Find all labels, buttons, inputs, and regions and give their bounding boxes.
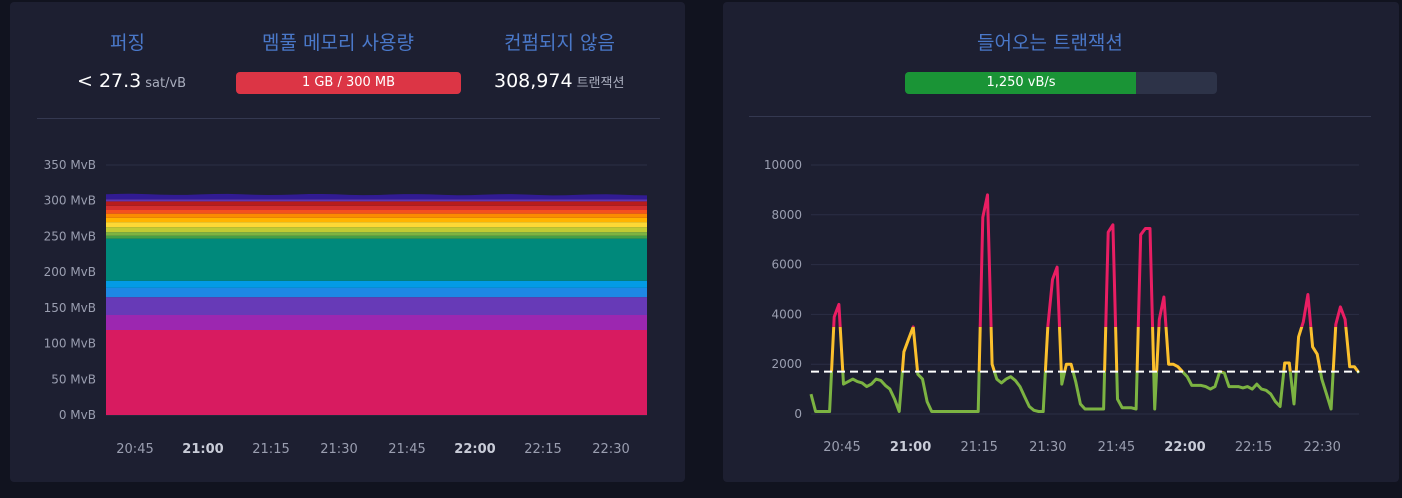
x-tick-label: 22:00 [1164, 440, 1205, 455]
memory-usage-bar: 1 GB / 300 MB [236, 72, 461, 94]
mempool-size-chart: 0 MvB 50 MvB 100 MvB 150 MvB 200 MvB 250 MvB 3… [44, 158, 647, 457]
memory-usage-header: 멤풀 메모리 사용량 [262, 32, 414, 54]
incoming-rate-label: 1,250 vB/s [986, 75, 1056, 90]
purge-unit: sat/vB [145, 76, 187, 91]
y-tick-label: 4000 [771, 307, 802, 321]
area-layer [106, 232, 647, 236]
y-tick-label: 150 MvB [44, 301, 96, 315]
y-tick-label: 6000 [771, 258, 802, 272]
x-tick-label: 21:45 [1098, 440, 1135, 455]
area-layer [106, 213, 647, 218]
y-tick-label: 0 MvB [59, 408, 96, 422]
right-divider [749, 116, 1371, 117]
y-tick-label: 300 MvB [44, 194, 96, 208]
x-tick-label: 20:45 [823, 440, 860, 455]
y-tick-label: 200 MvB [44, 265, 96, 279]
y-tick-label: 8000 [771, 208, 802, 222]
x-tick-label: 21:00 [182, 442, 223, 457]
area-layer [106, 199, 647, 202]
x-tick-label: 22:15 [1235, 440, 1272, 455]
memory-usage-bar-fill [236, 72, 461, 94]
x-tick-label: 21:30 [1029, 440, 1066, 455]
y-tick-label: 250 MvB [44, 229, 96, 243]
x-tick-label: 22:30 [1303, 440, 1340, 455]
unconfirmed-value: 308,974 [494, 70, 573, 92]
incoming-line-segment [832, 193, 1348, 327]
x-tick-label: 22:15 [524, 442, 561, 457]
y-tick-label: 100 MvB [44, 337, 96, 351]
area-layer [106, 280, 647, 288]
x-tick-label: 22:30 [592, 442, 629, 457]
unconfirmed-unit: 트랜잭션 [576, 76, 625, 91]
area-layer [106, 235, 647, 239]
area-layer [106, 217, 647, 223]
area-layer [106, 210, 647, 214]
incoming-transactions-card: 들어오는 트랜잭션 1,250 vB/s 0 2000 4000 6000 8000 10… [723, 2, 1399, 482]
y-tick-label: 50 MvB [51, 372, 96, 386]
mempool-card: 퍼징 멤풀 메모리 사용량 컨펌되지 않음 < 27.3 sat/vB 1 GB … [10, 2, 685, 482]
y-tick-label: 2000 [771, 357, 802, 371]
area-layer [106, 330, 647, 415]
x-tick-label: 21:30 [320, 442, 357, 457]
incoming-rate-bar-fill [905, 72, 1136, 94]
area-layer [106, 205, 647, 210]
left-divider [37, 118, 660, 119]
incoming-line-segment [830, 326, 1360, 372]
y-tick-label: 10000 [764, 158, 802, 172]
area-layer [106, 193, 647, 200]
incoming-line-segment [809, 371, 1361, 413]
x-tick-label: 22:00 [454, 442, 495, 457]
area-layer [106, 315, 647, 330]
area-layer [106, 297, 647, 315]
area-layer [106, 287, 647, 298]
x-tick-label: 21:45 [388, 442, 425, 457]
x-tick-label: 21:15 [252, 442, 289, 457]
area-layer [106, 222, 647, 228]
unconfirmed-stat: 308,974 트랜잭션 [494, 70, 624, 92]
x-tick-label: 20:45 [116, 442, 153, 457]
x-tick-label: 21:15 [960, 440, 997, 455]
purge-header: 퍼징 [110, 32, 145, 54]
y-tick-label: 0 [794, 407, 802, 421]
area-layer [106, 238, 647, 281]
y-tick-label: 350 MvB [44, 158, 96, 172]
purge-stat: < 27.3 sat/vB [77, 70, 186, 92]
incoming-rate-bar: 1,250 vB/s [905, 72, 1217, 94]
incoming-transactions-header: 들어오는 트랜잭션 [977, 32, 1123, 54]
x-tick-label: 21:00 [890, 440, 931, 455]
area-layer [106, 227, 647, 233]
purge-value: < 27.3 [77, 70, 142, 92]
incoming-vbytes-chart: 0 2000 4000 6000 8000 10000 20:45 21:00 21:15 21:… [764, 158, 1361, 455]
unconfirmed-header: 컨펌되지 않음 [504, 32, 615, 54]
memory-usage-label: 1 GB / 300 MB [301, 75, 396, 90]
area-layer [106, 201, 647, 206]
